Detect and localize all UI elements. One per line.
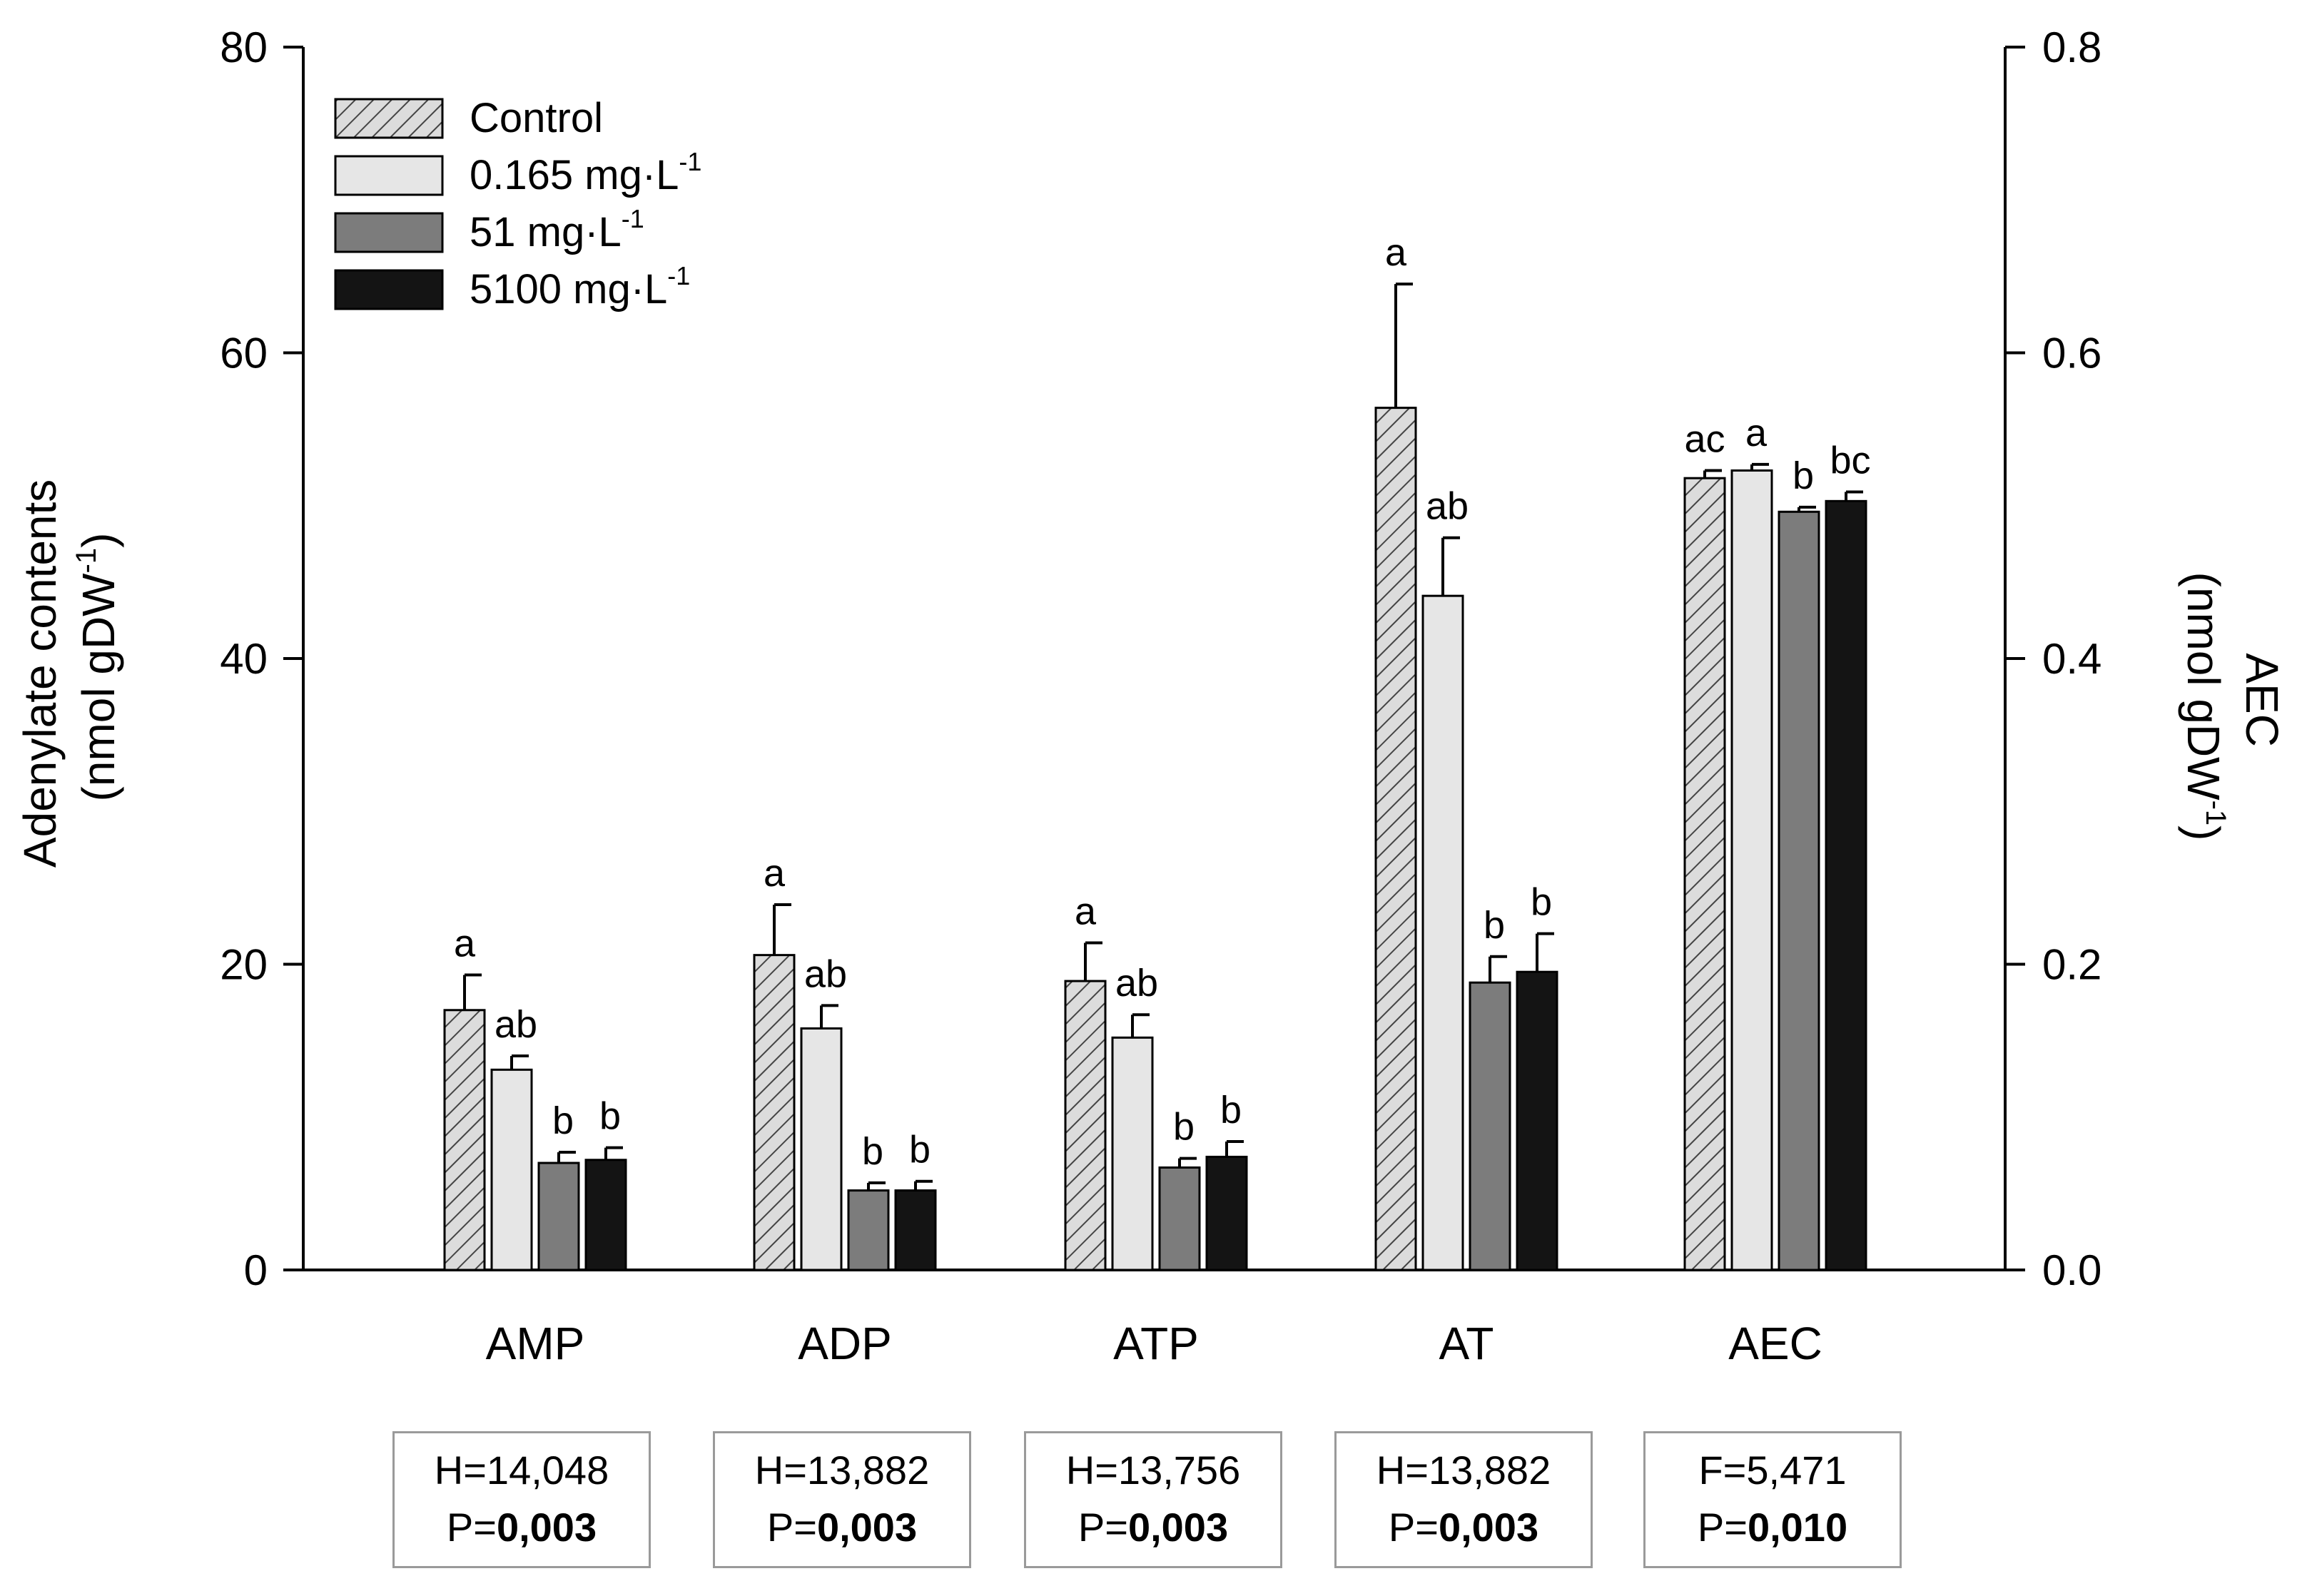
significance-letter: ac (1684, 417, 1725, 460)
significance-letter: b (599, 1095, 621, 1138)
left-tick-label: 60 (220, 330, 268, 377)
left-axis-label-line1: Adenylate contents (14, 479, 66, 868)
legend-entry: Control (470, 95, 603, 141)
bar-atp-series-3 (1205, 1155, 1248, 1271)
stat-p-value: 0,003 (816, 1505, 918, 1550)
bar-aec-series-2 (1778, 510, 1820, 1271)
right-tick-label: 0.2 (2042, 941, 2101, 989)
significance-letter: b (1220, 1089, 1242, 1132)
left-tick-label: 40 (220, 635, 268, 683)
right-tick-label: 0.8 (2042, 24, 2101, 71)
significance-letter: b (909, 1129, 931, 1171)
category-label: AMP (486, 1318, 585, 1369)
right-tick-label: 0.4 (2042, 635, 2101, 683)
significance-letter: a (454, 922, 476, 965)
legend-entry: 51 mg·L-1 (470, 204, 644, 255)
category-label: ATP (1113, 1318, 1199, 1369)
significance-letter: bc (1830, 439, 1870, 482)
significance-letter: b (1531, 881, 1552, 924)
stat-p-line: P=0,003 (1078, 1505, 1229, 1550)
stat-box-at: H=13,882 P=0,003 (1334, 1431, 1593, 1568)
right-axis-label-line1: AEC (2236, 653, 2288, 747)
stat-box-amp: H=14,048 P=0,003 (392, 1431, 651, 1568)
significance-letter: ab (1426, 485, 1469, 528)
significance-letter: b (1793, 454, 1814, 497)
significance-letter: b (552, 1099, 574, 1142)
bar-atp-series-0 (1064, 980, 1107, 1271)
significance-letter: b (1484, 904, 1505, 947)
stat-p-line: P=0,003 (446, 1505, 597, 1550)
stat-test-value: H=13,882 (1376, 1448, 1551, 1493)
stat-p-value: 0,003 (1438, 1505, 1539, 1550)
category-label: AEC (1728, 1318, 1822, 1369)
right-tick-label: 0.0 (2042, 1246, 2101, 1294)
stat-test-value: H=13,882 (754, 1448, 930, 1493)
significance-letter: a (1075, 890, 1097, 933)
left-axis-label: Adenylate contents (nmol gDW-1) (14, 467, 124, 868)
legend-swatch (334, 155, 444, 196)
stat-p-line: P=0,003 (1388, 1505, 1539, 1550)
bar-at-series-1 (1421, 594, 1464, 1271)
stat-box-atp: H=13,756 P=0,003 (1024, 1431, 1282, 1568)
bar-amp-series-2 (537, 1162, 580, 1271)
legend-swatch (334, 269, 444, 310)
stat-test-value: H=14,048 (434, 1448, 609, 1493)
significance-letter: a (1745, 412, 1768, 454)
bar-adp-series-3 (894, 1189, 937, 1271)
bar-atp-series-2 (1158, 1166, 1201, 1271)
left-axis-label-sup: -1 (71, 548, 102, 574)
legend-entry: 5100 mg·L-1 (470, 261, 690, 312)
significance-letter: a (764, 852, 786, 895)
stat-box-adp: H=13,882 P=0,003 (713, 1431, 971, 1568)
bar-adp-series-2 (847, 1189, 890, 1271)
left-tick-label: 20 (220, 941, 268, 989)
right-axis-label: AEC (nmol gDW-1) (2178, 572, 2288, 841)
left-axis-label-line2: (nmol gDW-1) (71, 533, 124, 802)
significance-letter: ab (495, 1003, 537, 1046)
stat-box-aec: F=5,471 P=0,010 (1643, 1431, 1902, 1568)
stat-p-line: P=0,003 (766, 1505, 918, 1550)
category-label: AT (1439, 1318, 1494, 1369)
bar-adp-series-0 (753, 954, 796, 1271)
bar-amp-series-0 (443, 1009, 486, 1271)
right-axis-label-sup: -1 (2200, 800, 2231, 826)
bar-aec-series-3 (1825, 499, 1867, 1271)
significance-letter: b (862, 1130, 883, 1173)
bar-amp-series-3 (584, 1159, 627, 1271)
stat-test-value: F=5,471 (1698, 1448, 1847, 1493)
bar-aec-series-1 (1730, 469, 1773, 1271)
legend-swatch (334, 98, 444, 139)
bar-at-series-3 (1516, 970, 1558, 1271)
bar-adp-series-1 (800, 1027, 843, 1271)
bar-atp-series-1 (1111, 1036, 1154, 1271)
stat-p-value: 0,003 (1127, 1505, 1229, 1550)
legend-swatch (334, 212, 444, 253)
significance-letter: ab (1115, 962, 1158, 1005)
bar-at-series-2 (1469, 981, 1511, 1271)
category-label: ADP (798, 1318, 892, 1369)
significance-letter: ab (804, 952, 847, 995)
stat-p-value: 0,003 (496, 1505, 597, 1550)
stat-test-value: H=13,756 (1065, 1448, 1241, 1493)
stat-p-value: 0,010 (1747, 1505, 1848, 1550)
significance-letter: a (1385, 231, 1407, 274)
legend-entry: 0.165 mg·L-1 (470, 147, 701, 198)
left-tick-label: 0 (244, 1246, 268, 1294)
significance-letter: b (1173, 1106, 1195, 1149)
bar-aec-series-0 (1683, 477, 1726, 1271)
bar-amp-series-1 (490, 1068, 533, 1271)
stat-p-line: P=0,010 (1697, 1505, 1848, 1550)
bar-at-series-0 (1374, 407, 1417, 1271)
right-axis-label-line2: (nmol gDW-1) (2178, 572, 2231, 841)
right-tick-label: 0.6 (2042, 330, 2101, 377)
left-tick-label: 80 (220, 24, 268, 71)
